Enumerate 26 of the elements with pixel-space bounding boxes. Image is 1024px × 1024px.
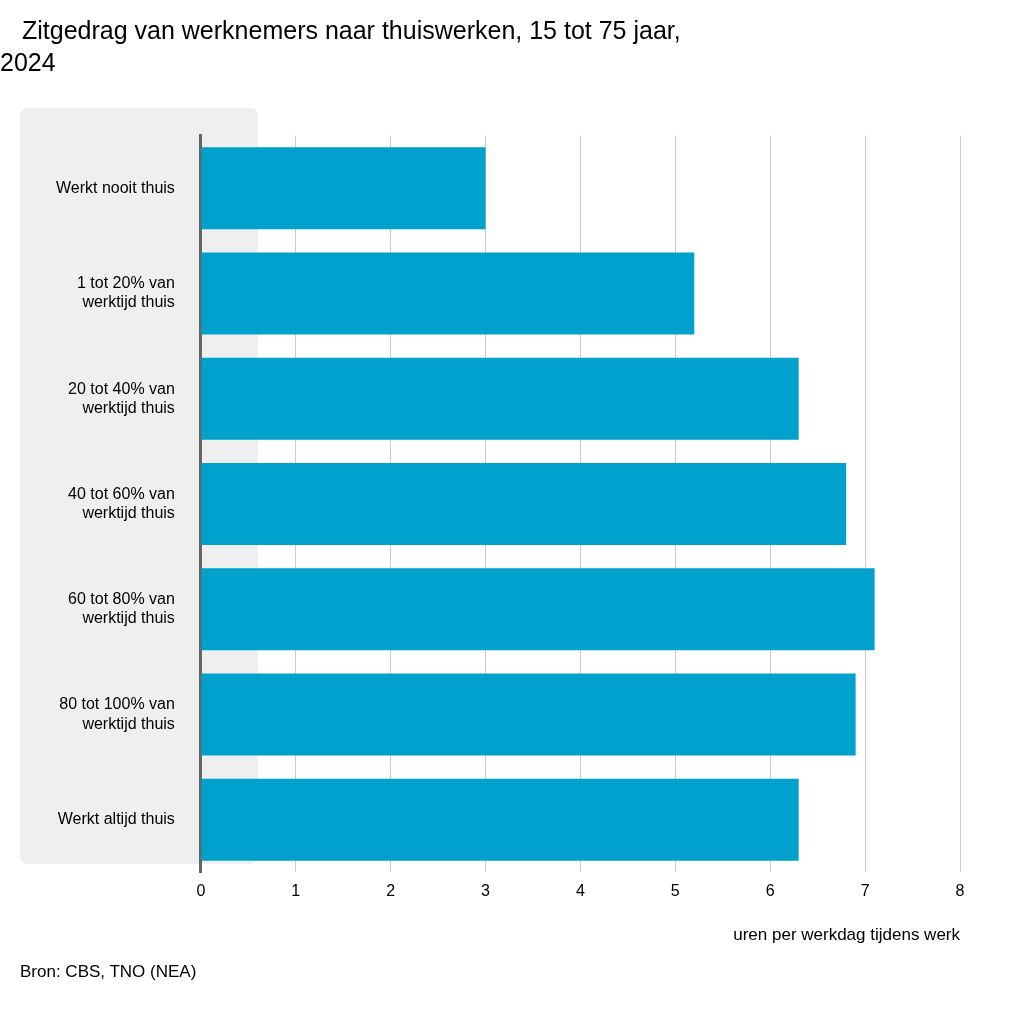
x-tick-label: 3 (481, 882, 491, 900)
y-tick-label: Werkt nooit thuis (55, 178, 175, 196)
x-axis-title: uren per werkdag tijdens werk (733, 925, 961, 945)
bar (201, 673, 856, 756)
bar (201, 252, 695, 335)
y-tick-label: 1 tot 20% van werktijd thuis (77, 274, 175, 311)
bar (201, 568, 875, 651)
x-tick-label: 0 (196, 882, 206, 900)
chart-title: Zitgedrag van werknemers naar thuiswerken, 15 tot 75 jaar, 2024 (0, 15, 682, 78)
y-tick-label: 40 tot 60% van werktijd thuis (68, 484, 175, 522)
bar (201, 147, 486, 230)
x-tick-label: 4 (575, 882, 585, 900)
x-tick-label: 7 (860, 882, 870, 900)
y-tick-label: Werkt altijd thuis (57, 810, 175, 828)
x-tick-label: 1 (291, 882, 301, 900)
bar (201, 462, 847, 546)
x-tick-label: 5 (670, 882, 680, 900)
bar (201, 357, 799, 440)
y-tick-label: 20 tot 40% van werktijd thuis (68, 379, 175, 416)
x-tick-label: 8 (955, 882, 965, 900)
y-tick-label: 80 tot 100% van werktijd thuis (59, 695, 175, 732)
bar (201, 778, 799, 861)
text: Bron: CBS, TNO (NEA) (20, 962, 197, 982)
x-tick-label: 6 (765, 882, 775, 900)
y-tick-label: 60 tot 80% van werktijd thuis (68, 590, 175, 627)
x-tick-label: 2 (386, 882, 396, 900)
